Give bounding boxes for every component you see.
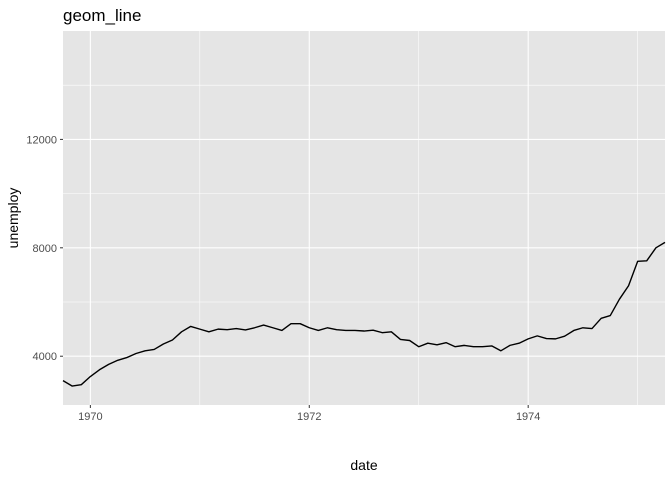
x-axis: 1970 1972 1974 <box>78 405 540 423</box>
x-tick-label: 1970 <box>78 411 102 423</box>
major-gridlines <box>63 31 665 405</box>
minor-gridlines <box>63 31 665 405</box>
y-tick-label: 8000 <box>33 243 57 255</box>
series-line <box>62 241 666 387</box>
y-axis: 4000 8000 12000 <box>26 134 63 363</box>
x-tick-label: 1972 <box>297 411 321 423</box>
plot-panel <box>63 31 665 405</box>
y-tick-label: 12000 <box>26 134 57 146</box>
x-axis-title: date <box>350 457 377 473</box>
y-axis-title: unemploy <box>5 188 21 249</box>
x-tick-label: 1974 <box>516 411 540 423</box>
y-tick-label: 4000 <box>33 351 57 363</box>
chart-title: geom_line <box>63 6 141 25</box>
